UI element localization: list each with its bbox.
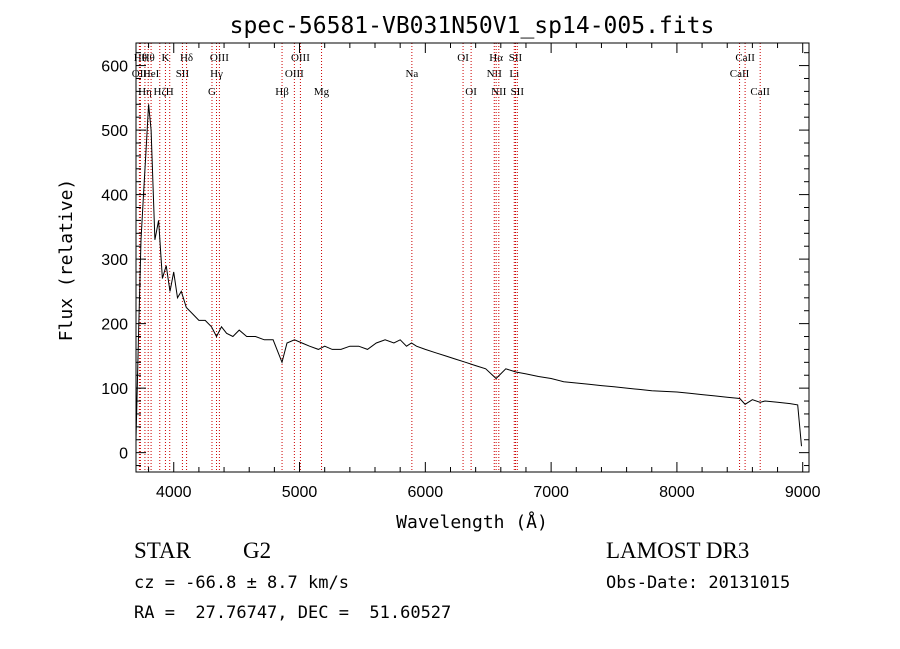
line-marker-label: G	[208, 86, 216, 98]
line-marker-label: Hθ	[142, 52, 155, 64]
axis-ticks: 4000 5000 6000 7000 8000 9000 0 100 200 300 400 500…	[101, 43, 821, 501]
y-axis-label: Flux (relative)	[56, 179, 77, 342]
chart-title: spec-56581-VB031N50V1_sp14-005.fits	[230, 13, 715, 39]
line-marker-label: Hβ	[275, 86, 289, 98]
line-marker-label: Hη	[138, 86, 152, 98]
x-tick-label: 5000	[282, 484, 318, 501]
x-tick-label: 7000	[533, 484, 569, 501]
x-tick-label: 8000	[659, 484, 695, 501]
x-tick-label: 9000	[785, 484, 821, 501]
line-marker-label: SII	[511, 86, 525, 98]
line-marker-label: OIII	[285, 68, 304, 80]
line-markers: HθOIIHηHθHeIHζKHSIIHδGHγOIIIHβOIIIOIIIMg…	[132, 43, 770, 472]
line-marker-label: Hζ	[154, 86, 167, 98]
y-tick-label: 600	[101, 59, 128, 76]
line-marker-label: CaII	[730, 68, 750, 80]
line-marker-label: OI	[457, 52, 469, 64]
object-subclass: G2	[243, 538, 272, 563]
line-marker-label: K	[161, 52, 169, 64]
y-tick-label: 400	[101, 188, 128, 205]
x-tick-label: 6000	[408, 484, 444, 501]
line-marker-label: HeI	[143, 68, 160, 80]
line-marker-label: Hθ	[134, 52, 147, 64]
line-marker-label: NII	[491, 86, 507, 98]
line-marker-label: Hγ	[210, 68, 223, 80]
line-marker-label: CaII	[735, 52, 755, 64]
line-marker-label: Li	[509, 68, 519, 80]
line-marker-label: H	[166, 86, 174, 98]
x-axis-label: Wavelength (Å)	[396, 511, 548, 533]
line-marker-label: Mg	[314, 86, 330, 98]
line-marker-label: Na	[405, 68, 418, 80]
plot-frame	[135, 42, 810, 473]
y-tick-label: 200	[101, 317, 128, 334]
spectrum-line	[135, 104, 802, 447]
redshift-readout: cz = -66.8 ± 8.7 km/s	[134, 573, 349, 593]
y-tick-label: 100	[101, 381, 128, 398]
survey-name: LAMOST DR3	[606, 538, 750, 563]
line-marker-label: OI	[465, 86, 477, 98]
line-marker-label: SII	[509, 52, 523, 64]
line-marker-label: OIII	[291, 52, 310, 64]
line-marker-label: NII	[487, 68, 503, 80]
observation-date: Obs-Date: 20131015	[606, 573, 791, 593]
x-tick-label: 4000	[156, 484, 192, 501]
line-marker-label: Hα	[489, 52, 503, 64]
coordinates-readout: RA = 27.76747, DEC = 51.60527	[134, 603, 452, 623]
line-marker-label: CaII	[750, 86, 770, 98]
object-class: STAR	[134, 538, 191, 563]
line-marker-label: SII	[176, 68, 190, 80]
y-tick-label: 0	[119, 446, 128, 463]
y-tick-label: 300	[101, 252, 128, 269]
line-marker-label: OIII	[210, 52, 229, 64]
series-layer	[135, 104, 802, 447]
line-marker-label: Hδ	[180, 52, 193, 64]
y-tick-label: 500	[101, 123, 128, 140]
